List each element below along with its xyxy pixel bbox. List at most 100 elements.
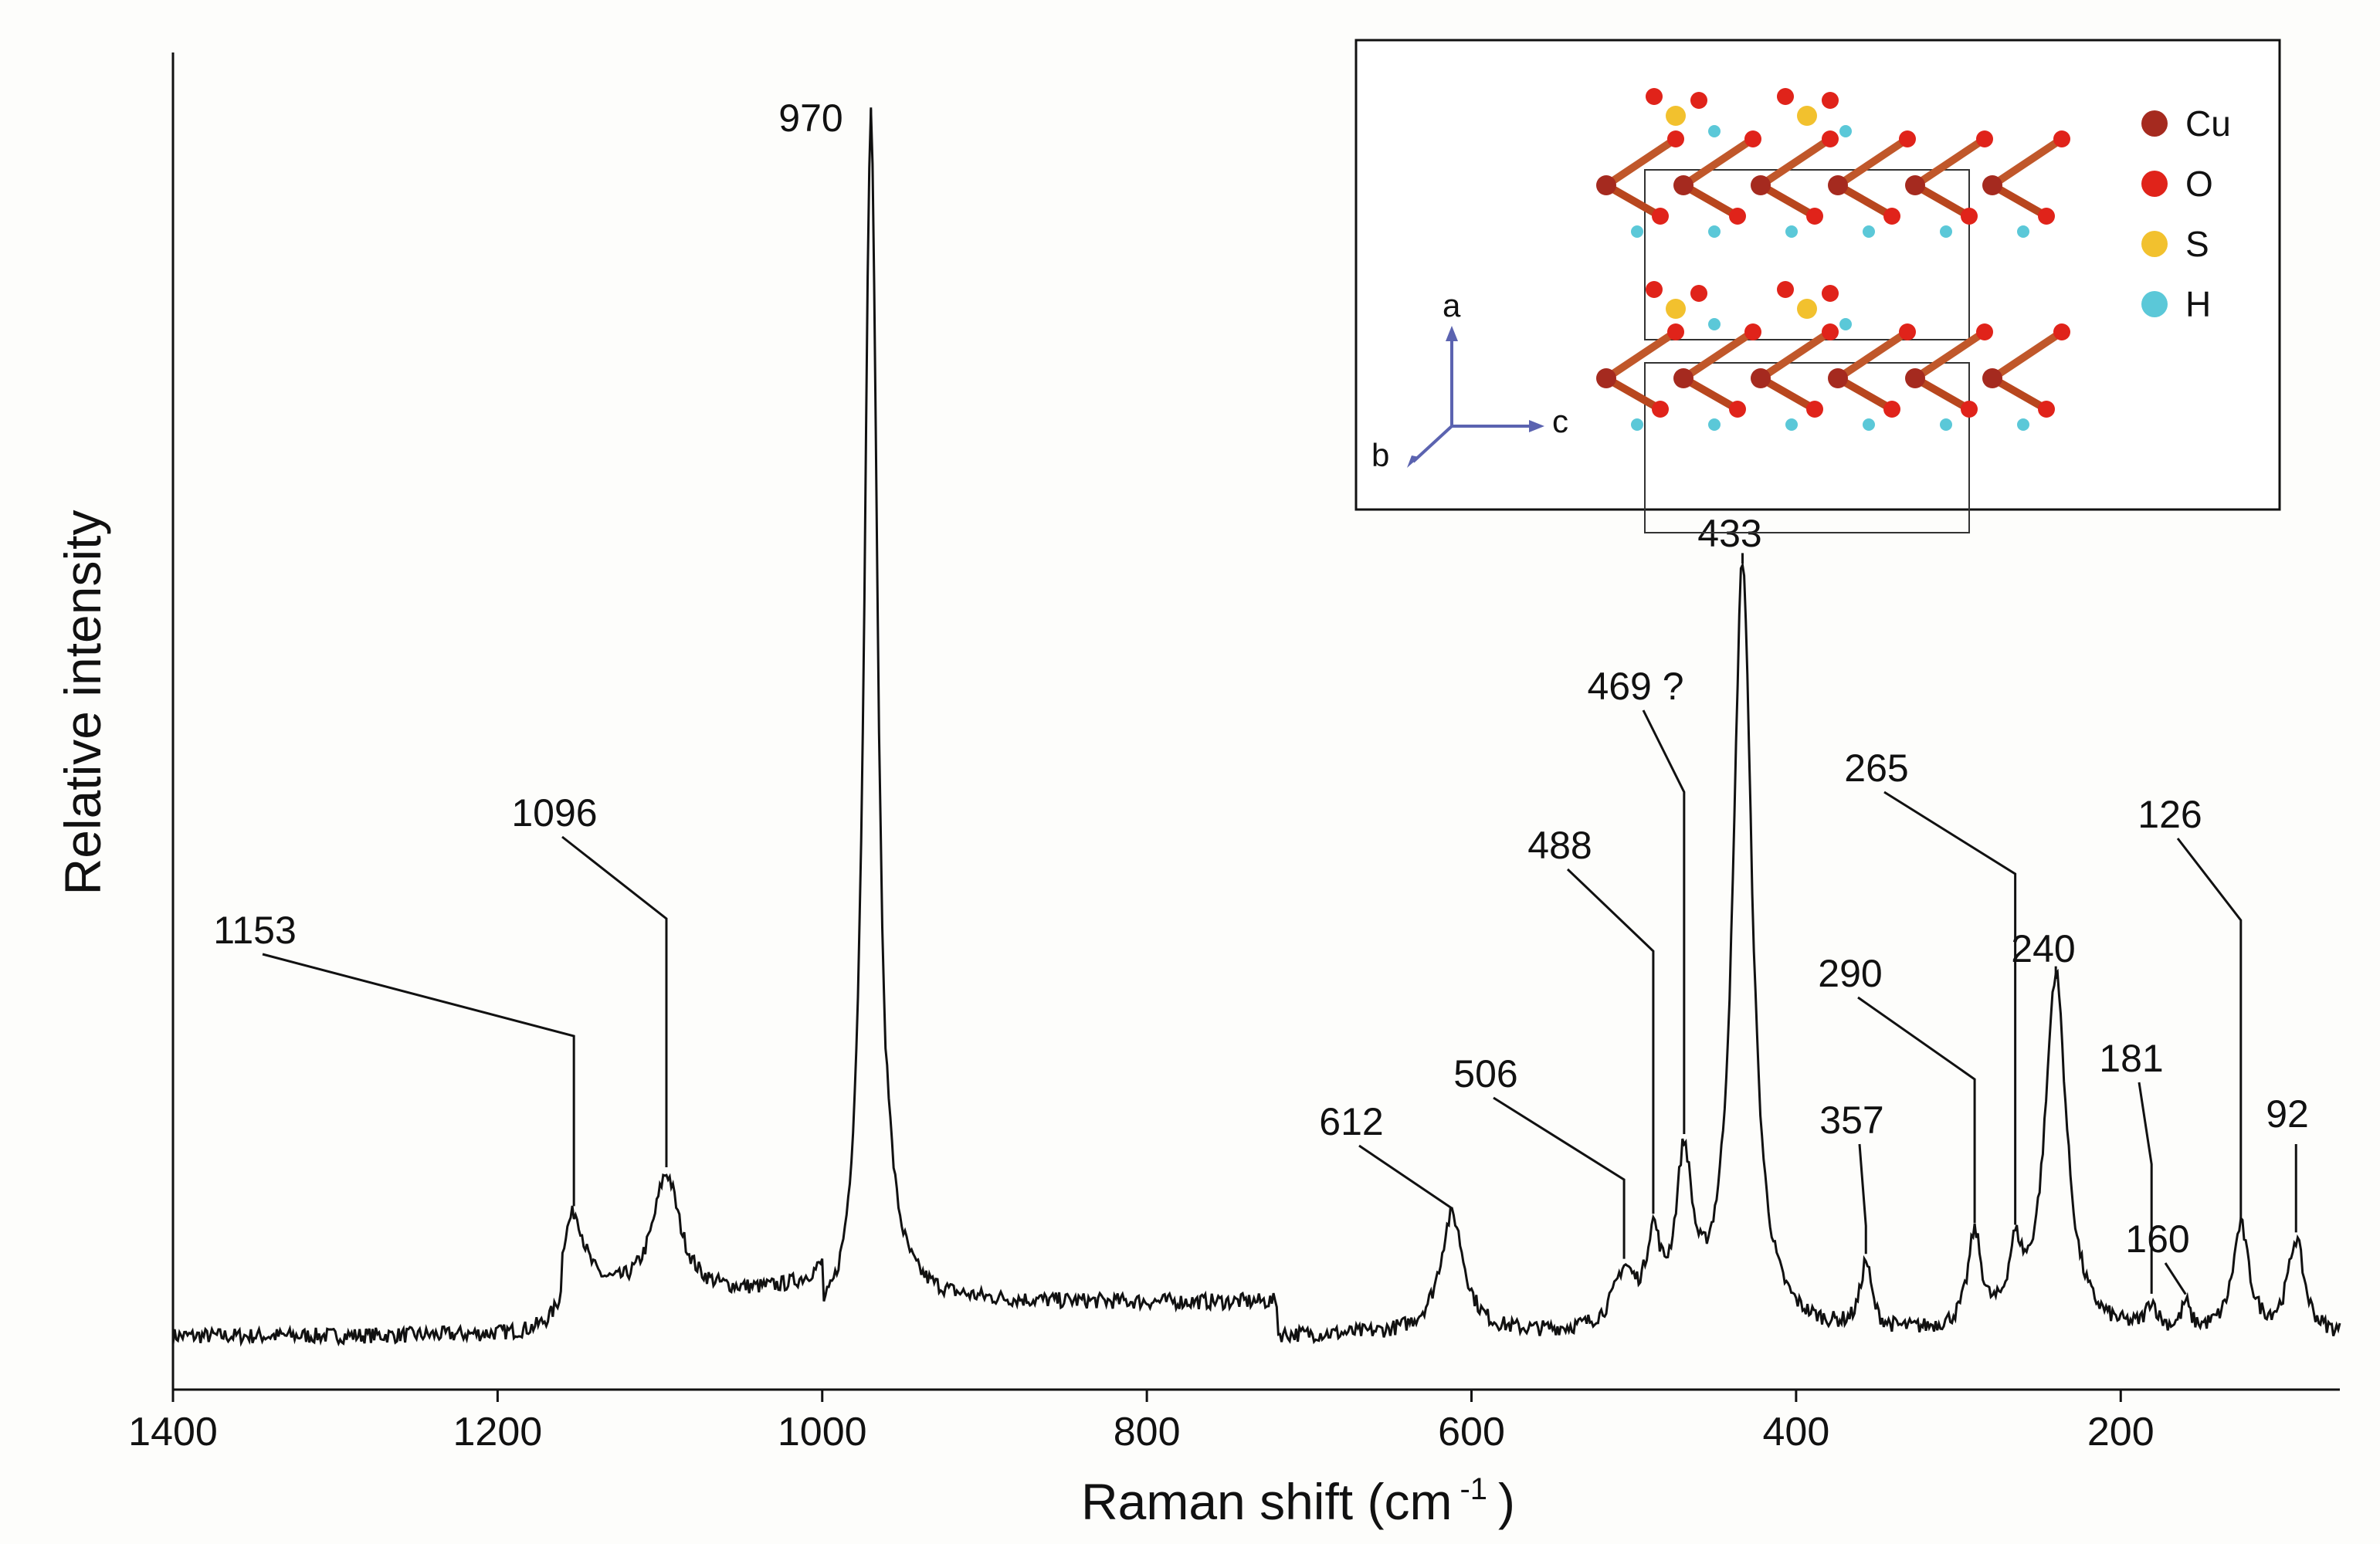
- peak-leader-line: [1566, 868, 1655, 1214]
- bond: [1758, 328, 1832, 382]
- inset-legend: Cu OSH: [2141, 103, 2231, 324]
- bond: [1990, 181, 2049, 220]
- peak-label: 970: [778, 96, 842, 140]
- h-atom: [1631, 418, 1643, 431]
- x-tick-label: 1200: [453, 1410, 543, 1454]
- peak-leader-line: [2176, 838, 2243, 1219]
- o-atom: [2038, 208, 2055, 225]
- cu-atom: [1982, 368, 2002, 388]
- o-atom: [1777, 281, 1794, 298]
- unit-cell-edge: [1644, 169, 1970, 340]
- bond: [1836, 135, 1910, 189]
- peak-label: 612: [1319, 1100, 1383, 1143]
- peak-label: 1153: [213, 909, 297, 952]
- o-atom: [1652, 208, 1669, 225]
- axis-a-label: a: [1443, 287, 1461, 323]
- axis-b-arrowhead: [1407, 455, 1419, 468]
- spectrum-line: [171, 109, 2341, 1347]
- cu-atom: [1905, 368, 1925, 388]
- o-atom: [1883, 401, 1900, 418]
- o-atom: [1899, 130, 1916, 147]
- bond: [1681, 374, 1740, 413]
- x-tick-label: 1400: [128, 1410, 218, 1454]
- peak-leader-line: [1358, 1144, 1453, 1210]
- h-atom: [1631, 225, 1643, 238]
- h-atom: [1708, 225, 1721, 238]
- x-ticks: 1400 1200 1000 800 600 400 200: [128, 1390, 2155, 1454]
- cu-atom: [1905, 175, 1925, 195]
- bond: [1836, 374, 1894, 413]
- x-tick-label: 400: [1762, 1410, 1829, 1454]
- bond: [1913, 374, 1971, 413]
- bond: [1836, 181, 1894, 220]
- cu-atom: [1828, 175, 1848, 195]
- x-tick-label: 200: [2087, 1410, 2155, 1454]
- o-atom: [1976, 323, 1993, 340]
- cu-atom: [1751, 175, 1771, 195]
- o-atom: [1667, 130, 1684, 147]
- h-atom: [1839, 318, 1852, 330]
- peak-label: 160: [2125, 1217, 2189, 1261]
- o-atom: [1822, 130, 1839, 147]
- peak-leader-line: [2164, 1262, 2187, 1295]
- cu-atom: [1673, 368, 1693, 388]
- peak-leader-line: [1857, 996, 1976, 1224]
- o-atom: [1777, 88, 1794, 105]
- inset-frame: [1354, 39, 2281, 511]
- h-atom: [1940, 225, 1952, 238]
- h-atom: [1708, 125, 1721, 137]
- unit-cell-edge: [1644, 362, 1970, 533]
- o-atom: [1806, 208, 1823, 225]
- legend-swatch: [2141, 291, 2168, 317]
- legend-swatch: [2141, 171, 2168, 197]
- peak-leader-line: [561, 835, 668, 1168]
- bond: [1990, 374, 2049, 413]
- o-atom: [1744, 323, 1761, 340]
- h-atom: [1708, 318, 1721, 330]
- o-atom: [2053, 130, 2070, 147]
- axis-c-arrowhead: [1529, 420, 1544, 432]
- peak-label: 181: [2099, 1037, 2163, 1080]
- s-atom: [1666, 299, 1686, 319]
- legend-swatch: [2141, 110, 2168, 137]
- h-atom: [2017, 225, 2029, 238]
- o-atom: [1822, 285, 1839, 302]
- cu-atom: [1982, 175, 2002, 195]
- bond: [1990, 135, 2064, 189]
- bond: [1604, 135, 1678, 189]
- bond: [1681, 135, 1755, 189]
- peak-leader-line: [1883, 791, 2017, 1225]
- axis-b-label: b: [1371, 437, 1389, 473]
- bond: [1913, 181, 1971, 220]
- bond: [1681, 328, 1755, 382]
- legend-label: Cu: [2185, 103, 2231, 144]
- o-atom: [1806, 401, 1823, 418]
- cu-atom: [1828, 368, 1848, 388]
- cu-atom: [1673, 175, 1693, 195]
- h-atom: [1785, 418, 1798, 431]
- peak-label: 488: [1527, 824, 1592, 867]
- peak-leader-line: [1493, 1096, 1626, 1259]
- x-axis-title-main: Raman shift (cm: [1081, 1473, 1452, 1530]
- o-atom: [1822, 323, 1839, 340]
- peak-leader-line: [1858, 1143, 1867, 1254]
- o-atom: [1667, 323, 1684, 340]
- peak-label: 265: [1844, 747, 1908, 790]
- o-atom: [1690, 285, 1707, 302]
- bond: [1604, 328, 1678, 382]
- axis-c-label: c: [1552, 403, 1568, 439]
- peak-label: 240: [2011, 927, 2075, 970]
- bond: [1758, 374, 1817, 413]
- x-tick-label: 600: [1438, 1410, 1505, 1454]
- peak-leader-line: [1642, 709, 1686, 1134]
- bond: [1604, 374, 1663, 413]
- bond: [1990, 328, 2064, 382]
- x-axis-title-sup: -1: [1460, 1472, 1487, 1506]
- cu-atom: [1596, 368, 1616, 388]
- bond: [1681, 181, 1740, 220]
- cu-atom: [1596, 175, 1616, 195]
- peak-label: 469 ?: [1587, 665, 1683, 708]
- peak-label: 506: [1453, 1052, 1517, 1095]
